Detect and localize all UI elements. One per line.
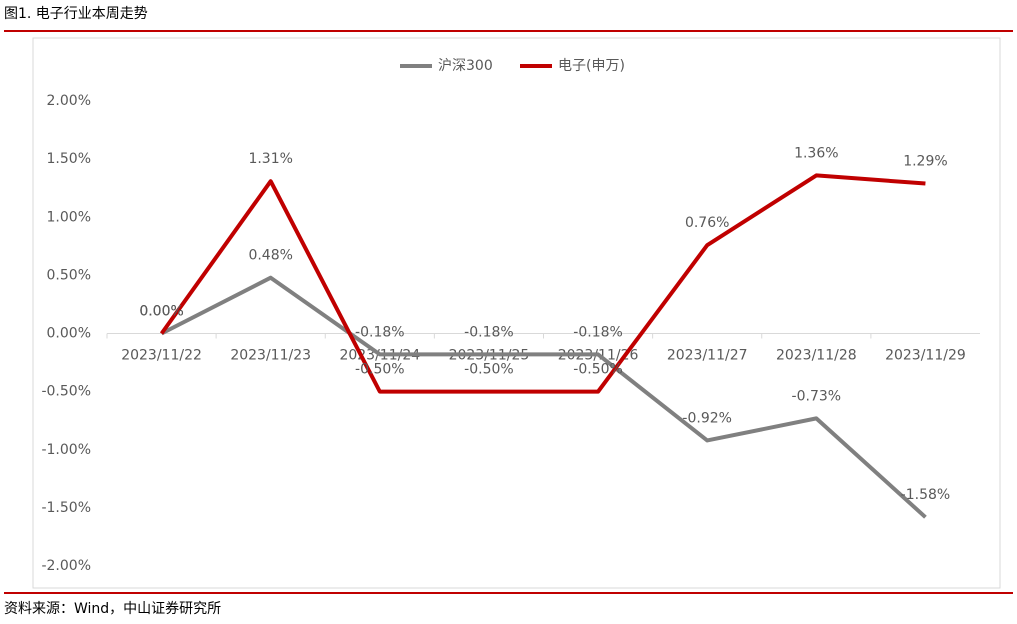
data-label: 0.48% [248, 248, 292, 264]
data-label: 0.00% [139, 304, 183, 320]
data-label: -0.92% [682, 410, 732, 426]
x-tick-label: 2023/11/27 [667, 348, 748, 364]
y-tick-label: 2.00% [47, 93, 91, 109]
y-tick-label: -2.00% [41, 558, 91, 574]
data-label: -0.73% [792, 388, 842, 404]
x-tick-label: 2023/11/22 [121, 348, 202, 364]
source-note: 资料来源：Wind，中山证券研究所 [4, 601, 221, 617]
x-tick-label: 2023/11/29 [885, 348, 966, 364]
y-tick-label: -1.00% [41, 442, 91, 458]
legend-label: 沪深300 [438, 58, 493, 74]
data-label: -0.18% [355, 324, 405, 340]
data-label: -0.50% [573, 362, 623, 378]
chart-frame [32, 37, 1001, 589]
y-tick-label: 0.00% [47, 326, 91, 342]
data-label: 1.31% [248, 151, 292, 167]
data-label: 1.36% [794, 145, 838, 161]
data-label: -1.58% [901, 487, 951, 503]
y-tick-label: -1.50% [41, 500, 91, 516]
data-label: 1.29% [903, 154, 947, 170]
chart-title: 图1. 电子行业本周走势 [4, 6, 148, 22]
data-label: -0.18% [573, 324, 623, 340]
x-tick-label: 2023/11/28 [776, 348, 857, 364]
series-line [159, 173, 926, 394]
y-tick-label: 0.50% [47, 267, 91, 283]
data-label: 0.76% [685, 215, 729, 231]
legend-label: 电子(申万) [558, 58, 625, 74]
y-tick-label: 1.50% [47, 151, 91, 167]
data-label: -0.18% [464, 324, 514, 340]
data-label: -0.50% [355, 362, 405, 378]
series-line [160, 275, 927, 519]
y-tick-label: -0.50% [41, 384, 91, 400]
data-label: 0.00% [139, 304, 183, 320]
x-tick-label: 2023/11/23 [230, 348, 311, 364]
data-label: -0.50% [464, 362, 514, 378]
y-tick-label: 1.00% [47, 209, 91, 225]
